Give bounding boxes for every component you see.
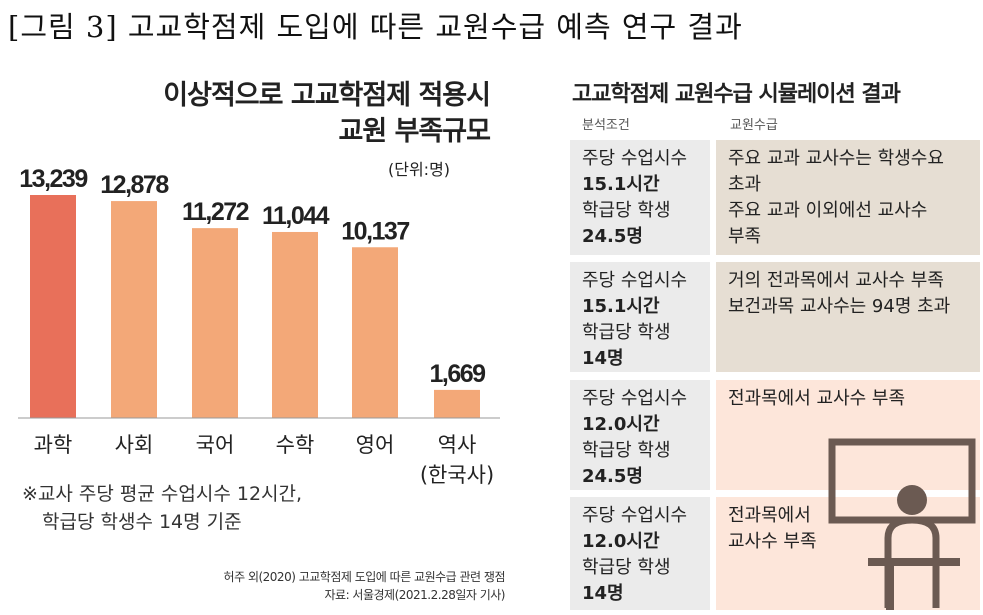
note-line: 학급당 학생수 14명 기준 bbox=[42, 511, 242, 533]
value-label: 13,239 bbox=[19, 165, 87, 193]
bar-사회 bbox=[111, 201, 157, 418]
category-label: 사회 bbox=[115, 433, 154, 457]
result-line: 전과목에서 교사수 부족 bbox=[728, 388, 906, 409]
category-label: 과학 bbox=[34, 433, 73, 457]
chart-title-line: 이상적으로 고교학점제 적용시 bbox=[163, 80, 491, 111]
condition-line: 12.0시간 bbox=[582, 414, 660, 435]
value-label: 1,669 bbox=[429, 360, 485, 388]
condition-line: 주당 수업시수 bbox=[582, 270, 688, 291]
source-line: 자료: 서울경제(2021.2.28일자 기사) bbox=[324, 588, 505, 602]
source-line: 허주 외(2020) 고교학점제 도입에 따른 교원수급 관련 쟁점 bbox=[223, 570, 506, 584]
condition-line: 24.5명 bbox=[582, 226, 643, 247]
teacher-at-board-icon bbox=[828, 438, 976, 610]
value-label: 11,044 bbox=[262, 202, 330, 230]
value-label: 12,878 bbox=[100, 171, 169, 199]
chart-note: ※교사 주당 평균 수업시수 12시간, 학급당 학생수 14명 기준 bbox=[22, 480, 302, 536]
condition-line: 학급당 학생 bbox=[582, 557, 671, 578]
category-label: 국어 bbox=[196, 433, 235, 457]
result-line: 부족 bbox=[728, 226, 762, 247]
result-line: 주요 교과 교사수는 학생수요 bbox=[728, 148, 944, 169]
note-line: ※교사 주당 평균 수업시수 12시간, bbox=[22, 483, 303, 505]
chart-title-line: 교원 부족규모 bbox=[338, 116, 491, 147]
condition-line: 14명 bbox=[582, 348, 624, 369]
unit-label: (단위:명) bbox=[388, 160, 451, 179]
category-sublabel: (한국사) bbox=[420, 463, 494, 487]
category-label: 수학 bbox=[276, 433, 315, 457]
category-label: 역사 bbox=[438, 433, 477, 457]
condition-line: 학급당 학생 bbox=[582, 440, 671, 461]
table-title: 고교학점제 교원수급 시뮬레이션 결과 bbox=[572, 82, 901, 107]
header-condition: 분석조건 bbox=[582, 118, 630, 133]
bar-국어 bbox=[192, 228, 238, 418]
bar-역사 bbox=[434, 389, 480, 418]
bar-과학 bbox=[30, 195, 76, 418]
condition-line: 주당 수업시수 bbox=[582, 148, 688, 169]
source: 허주 외(2020) 고교학점제 도입에 따른 교원수급 관련 쟁점 자료: 서… bbox=[150, 568, 506, 604]
result-line: 거의 전과목에서 교사수 부족 bbox=[728, 270, 944, 291]
condition-line: 15.1시간 bbox=[582, 296, 660, 317]
category-label: 영어 bbox=[356, 433, 395, 457]
condition-line: 15.1시간 bbox=[582, 174, 660, 195]
result-line: 보건과목 교사수는 94명 초과 bbox=[728, 296, 951, 317]
header-result: 교원수급 bbox=[730, 118, 778, 133]
result-line: 전과목에서 bbox=[728, 505, 811, 526]
result-line: 주요 교과 이외에선 교사수 bbox=[728, 200, 928, 221]
value-label: 10,137 bbox=[341, 217, 409, 245]
condition-line: 24.5명 bbox=[582, 466, 643, 487]
chart-title: 이상적으로 고교학점제 적용시 교원 부족규모 bbox=[70, 78, 491, 150]
bar-영어 bbox=[352, 247, 398, 418]
condition-line: 주당 수업시수 bbox=[582, 505, 688, 526]
condition-line: 주당 수업시수 bbox=[582, 388, 688, 409]
bar-수학 bbox=[272, 231, 318, 418]
value-label: 11,272 bbox=[182, 198, 249, 226]
result-line: 교사수 부족 bbox=[728, 531, 817, 552]
figure-title: [그림 3] 고교학점제 도입에 따른 교원수급 예측 연구 결과 bbox=[8, 10, 743, 44]
condition-line: 12.0시간 bbox=[582, 531, 660, 552]
condition-line: 학급당 학생 bbox=[582, 200, 671, 221]
condition-line: 14명 bbox=[582, 583, 624, 604]
bar-chart: 13,239 과학 12,878 사회 11,272 국어 11,044 수학 10,137 영어… bbox=[18, 165, 500, 487]
result-cell: 전과목에서 교사수 부족 bbox=[716, 380, 980, 490]
result-line: 초과 bbox=[728, 174, 762, 195]
condition-line: 학급당 학생 bbox=[582, 322, 671, 343]
